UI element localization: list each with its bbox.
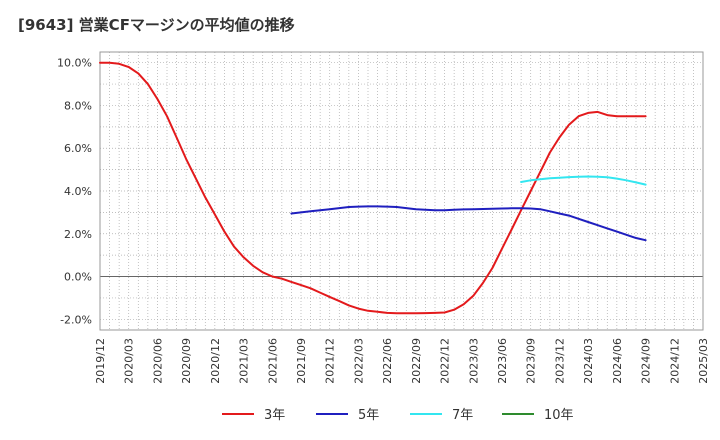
x-tick-label: 2022/06 xyxy=(381,338,394,384)
y-tick-label: 2.0% xyxy=(64,228,92,241)
series-line-7年 xyxy=(520,175,647,186)
x-tick-label: 2022/12 xyxy=(439,338,452,384)
y-tick-label: 6.0% xyxy=(64,142,92,155)
axis-layer: 10.0% 8.0% 6.0% 4.0% 2.0% 0.0% -2.0%2019/12 202… xyxy=(57,51,710,384)
y-tick-label: 8.0% xyxy=(64,99,92,112)
y-tick-label: 4.0% xyxy=(64,185,92,198)
legend-label: 10年 xyxy=(544,408,574,423)
legend-label: 7年 xyxy=(452,408,473,423)
x-tick-label: 2022/09 xyxy=(410,338,423,384)
x-tick-label: 2022/03 xyxy=(352,338,365,384)
x-tick-label: 2021/12 xyxy=(324,338,337,384)
x-tick-label: 2019/12 xyxy=(94,338,107,384)
y-tick-label: 10.0% xyxy=(57,57,92,70)
x-tick-label: 2023/09 xyxy=(525,338,538,384)
y-tick-label: 0.0% xyxy=(64,271,92,284)
legend: 3年 5年 7年 10年 xyxy=(222,408,574,423)
x-tick-label: 2021/06 xyxy=(266,338,279,384)
chart-title: [9643] 営業CFマージンの平均値の推移 xyxy=(18,16,295,34)
series-line-5年 xyxy=(290,205,647,242)
y-tick-label: -2.0% xyxy=(60,313,92,326)
x-tick-label: 2023/12 xyxy=(553,338,566,384)
grid-layer xyxy=(100,52,703,330)
x-tick-label: 2020/03 xyxy=(123,338,136,384)
x-tick-label: 2024/09 xyxy=(640,338,653,384)
x-tick-label: 2020/09 xyxy=(180,338,193,384)
x-tick-label: 2020/12 xyxy=(209,338,222,384)
plot-frame xyxy=(99,51,704,331)
legend-label: 3年 xyxy=(264,408,285,423)
x-tick-label: 2021/03 xyxy=(238,338,251,384)
x-tick-label: 2021/09 xyxy=(295,338,308,384)
x-tick-label: 2024/06 xyxy=(611,338,624,384)
legend-label: 5年 xyxy=(358,408,379,423)
x-tick-label: 2020/06 xyxy=(151,338,164,384)
x-tick-label: 2025/03 xyxy=(697,338,710,384)
series-layer xyxy=(99,61,647,315)
x-tick-label: 2024/12 xyxy=(668,338,681,384)
x-tick-label: 2023/06 xyxy=(496,338,509,384)
series-line-3年 xyxy=(99,61,647,315)
x-tick-label: 2024/03 xyxy=(582,338,595,384)
x-tick-label: 2023/03 xyxy=(467,338,480,384)
